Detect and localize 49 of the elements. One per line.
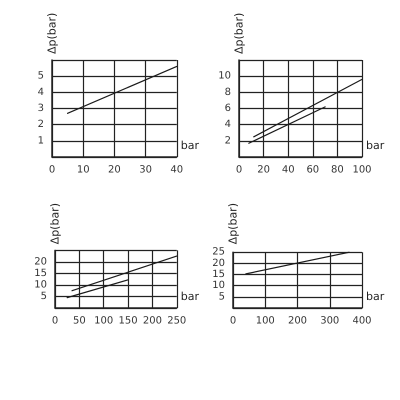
y-tick-label: 4 [224,119,231,130]
y-tick-label: 5 [40,290,47,302]
y-tick-label: 8 [224,86,231,98]
y-tick-label: 2 [38,119,44,130]
x-tick-label: 60 [306,164,320,176]
y-tick-label: 15 [212,269,225,280]
y-tick-label: 15 [34,268,47,279]
y-axis-title: Δp(bar) [46,12,58,54]
x-axis-title: bar [180,290,200,303]
x-axis-title: bar [180,139,200,152]
y-axis-title: Δp(bar) [226,202,240,244]
x-tick-label: 0 [52,316,58,326]
x-tick-label: 250 [167,316,186,326]
x-tick-label: 20 [108,164,121,176]
x-tick-label: 300 [320,316,340,326]
x-tick-label: 80 [331,164,344,176]
x-tick-label: 100 [94,316,114,326]
x-tick-label: 100 [256,316,275,326]
x-tick-label: 50 [72,316,86,326]
y-tick-label: 25 [212,246,225,258]
y-tick-label: 20 [212,258,225,269]
x-tick-label: 0 [230,316,236,326]
y-tick-label: 5 [218,291,225,302]
y-tick-label: 10 [34,279,47,290]
y-tick-label: 2 [224,135,231,146]
x-tick-label: 200 [142,316,162,326]
x-axis-title: bar [366,290,385,303]
x-tick-label: 40 [282,164,295,176]
y-tick-label: 1 [38,135,44,146]
x-tick-label: 400 [352,316,372,326]
x-tick-label: 0 [236,164,242,176]
y-tick-label: 5 [38,70,44,82]
y-tick-label: 10 [218,70,231,82]
x-tick-label: 0 [48,164,56,176]
y-tick-label: 4 [38,86,44,98]
y-tick-label: 10 [212,280,225,292]
x-axis-title: bar [366,139,385,152]
y-tick-label: 3 [38,103,44,114]
y-tick-label: 6 [224,103,231,114]
y-axis-title: Δp(bar) [232,12,246,54]
x-tick-label: 30 [139,164,152,176]
y-tick-label: 20 [34,256,47,268]
x-tick-label: 10 [76,164,90,176]
x-tick-label: 20 [257,164,270,176]
x-tick-label: 100 [352,164,372,176]
x-tick-label: 40 [170,164,184,176]
x-tick-label: 200 [288,316,308,326]
x-tick-label: 150 [118,316,138,326]
y-axis-title: Δp(bar) [48,202,62,244]
